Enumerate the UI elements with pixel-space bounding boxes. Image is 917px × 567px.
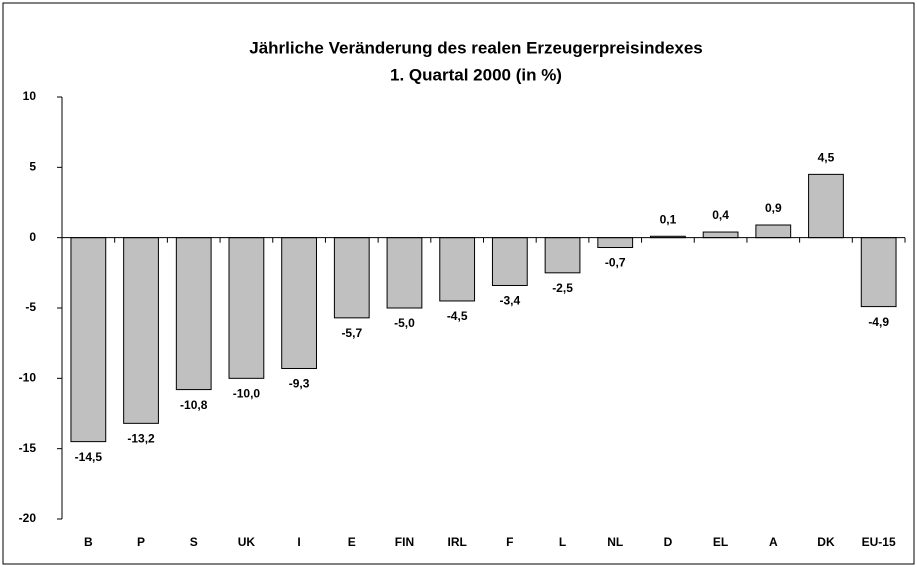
x-tick-label: P xyxy=(137,535,145,549)
bar xyxy=(860,237,897,308)
x-tick-label: D xyxy=(664,535,673,549)
x-tick-label: FIN xyxy=(395,535,414,549)
value-label: -4,9 xyxy=(868,315,889,329)
bar xyxy=(755,224,792,239)
y-tick-label: -15 xyxy=(19,441,37,455)
x-tick-label: EU-15 xyxy=(862,535,896,549)
value-label: 0,9 xyxy=(765,201,782,215)
x-tick-label: UK xyxy=(238,535,256,549)
x-tick-label: EL xyxy=(713,535,728,549)
bar xyxy=(597,237,634,249)
chart-subtitle: 1. Quartal 2000 (in %) xyxy=(390,65,562,84)
value-label: -5,7 xyxy=(341,326,362,340)
bar xyxy=(281,237,317,369)
x-tick-label: I xyxy=(297,535,300,549)
bar xyxy=(228,237,265,379)
y-tick-label: -10 xyxy=(19,371,37,385)
bar xyxy=(386,237,423,309)
bar xyxy=(175,237,212,391)
x-tick-label: IRL xyxy=(447,535,466,549)
x-tick-label: L xyxy=(559,535,566,549)
value-label: -2,5 xyxy=(552,281,573,295)
x-tick-label: S xyxy=(190,535,198,549)
chart-title: Jährliche Veränderung des realen Erzeuge… xyxy=(249,38,703,57)
x-tick-label: E xyxy=(348,535,356,549)
value-label: -4,5 xyxy=(447,309,468,323)
value-label: 4,5 xyxy=(818,151,835,165)
value-label: -13,2 xyxy=(127,432,155,446)
bar xyxy=(439,237,476,302)
x-tick-label: NL xyxy=(607,535,623,549)
y-tick-label: -20 xyxy=(19,511,37,525)
y-tick-label: 5 xyxy=(29,160,36,174)
bar xyxy=(491,237,528,286)
y-tick-label: 0 xyxy=(29,230,36,244)
bar xyxy=(123,237,159,424)
x-tick-label: DK xyxy=(817,535,835,549)
value-label: -9,3 xyxy=(289,377,310,391)
value-label: -0,7 xyxy=(605,256,626,270)
value-label: -14,5 xyxy=(75,450,103,464)
x-tick-label: B xyxy=(84,535,93,549)
bar xyxy=(808,173,844,239)
y-tick-label: 10 xyxy=(23,89,37,103)
value-label: -3,4 xyxy=(500,294,521,308)
value-label: -10,8 xyxy=(180,398,208,412)
value-label: 0,4 xyxy=(712,208,729,222)
bar xyxy=(702,231,739,239)
x-tick-label: F xyxy=(506,535,513,549)
value-label: 0,1 xyxy=(660,212,677,226)
bar xyxy=(544,237,581,274)
value-label: -5,0 xyxy=(394,316,415,330)
bar xyxy=(333,237,370,319)
bar xyxy=(70,237,107,443)
value-label: -10,0 xyxy=(233,387,261,401)
x-tick-label: A xyxy=(769,535,778,549)
y-tick-label: -5 xyxy=(25,300,36,314)
